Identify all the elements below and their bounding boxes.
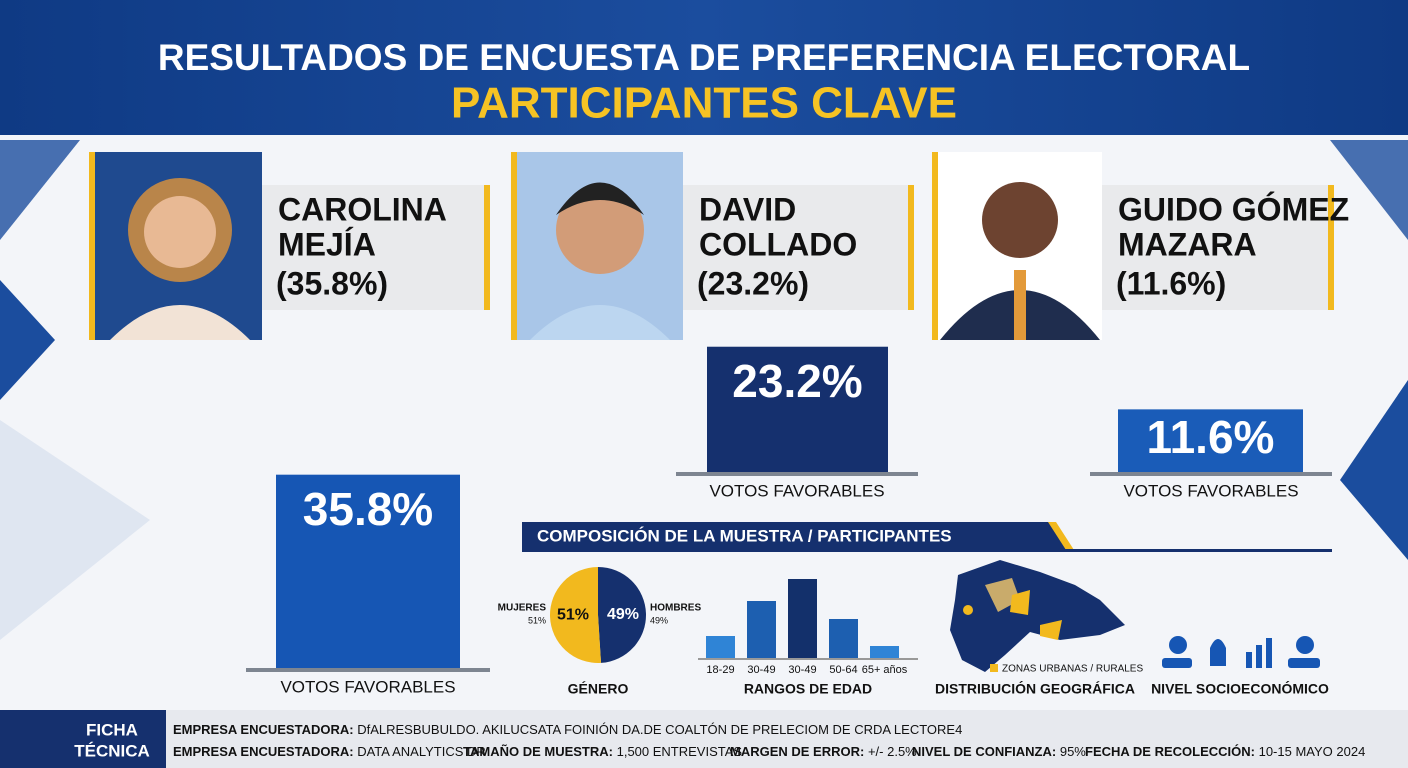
age-label: 18-29 [706, 664, 734, 676]
age-bar [706, 636, 735, 658]
header-band [0, 0, 1408, 135]
pie-label: 49% [607, 606, 639, 623]
accent [1328, 185, 1334, 310]
age-bar [747, 601, 776, 658]
footer-item: FECHA DE RECOLECCIÓN: 10-15 MAYO 2024 [1085, 744, 1365, 759]
footer-item: TAMAÑO DE MUESTRA: 1,500 ENTREVISTAS [463, 744, 742, 759]
deco [0, 140, 80, 240]
photo [932, 152, 1102, 340]
name-box [683, 185, 914, 310]
candidate-name: MEJÍA [278, 226, 376, 262]
socio-title: NIVEL SOCIOECONÓMICO [1151, 680, 1329, 697]
socio-icons [1162, 636, 1320, 668]
footer-label-box [0, 710, 166, 768]
footer-value: 10-15 MAYO 2024 [1259, 744, 1366, 759]
candidate-share: (35.8%) [276, 265, 388, 301]
bar-label: 23.2% [732, 355, 862, 407]
footer-value: 95% [1060, 744, 1086, 759]
age-bar [829, 619, 858, 658]
age-axis [698, 658, 918, 660]
pie-legend: HOMBRES [650, 603, 701, 614]
deco [1340, 380, 1408, 560]
footer-item: NIVEL DE CONFIANZA: 95% [912, 744, 1086, 759]
candidate-name: DAVID [699, 191, 796, 227]
bar-caption: VOTOS FAVORABLES [709, 481, 884, 500]
candidate-share: (11.6%) [1116, 265, 1226, 301]
accent [484, 185, 490, 310]
footer-label: TÉCNICA [74, 741, 150, 760]
bar-label: 35.8% [303, 483, 433, 535]
footer-key: FECHA DE RECOLECCIÓN: [1085, 744, 1255, 759]
footer-item: MARGEN DE ERROR: +/- 2.5% [730, 744, 917, 759]
map-legend: ZONAS URBANAS / RURALES [1002, 664, 1143, 675]
age-bar [788, 579, 817, 658]
candidate-name: GUIDO GÓMEZ [1118, 191, 1349, 227]
photo [511, 152, 683, 340]
baseline [246, 668, 490, 672]
bar-caption: VOTOS FAVORABLES [280, 677, 455, 696]
footer-line: EMPRESA ENCUESTADORA: DfALRESBUBULDO. AK… [173, 722, 962, 737]
map [950, 560, 1125, 672]
footer [0, 710, 1408, 768]
age-label: 65+ años [862, 664, 908, 676]
footer-key: NIVEL DE CONFIANZA: [912, 744, 1056, 759]
deco [1330, 140, 1408, 240]
baseline [1090, 472, 1332, 476]
age-label: 50-64 [829, 664, 857, 676]
gender-title: GÉNERO [568, 681, 629, 697]
deco [0, 420, 150, 640]
candidate-name: MAZARA [1118, 226, 1257, 262]
accent [908, 185, 914, 310]
pie-slice [598, 567, 647, 663]
candidate-name: CAROLINA [278, 191, 447, 227]
age-label: 30-49 [747, 664, 775, 676]
bar [1118, 409, 1303, 472]
age-bar [870, 646, 899, 658]
name-box [262, 185, 490, 310]
pie-slice [550, 567, 602, 663]
pie-label: 51% [557, 606, 589, 623]
footer-value: 1,500 ENTREVISTAS [617, 744, 743, 759]
name-box [1102, 185, 1334, 310]
bar [707, 346, 888, 472]
composition-header [522, 522, 1332, 552]
title: RESULTADOS DE ENCUESTA DE PREFERENCIA EL… [158, 37, 1250, 78]
footer-value: DfALRESBUBULDO. AKILUCSATA FOINIÓN DA.DE… [357, 722, 962, 737]
composition-title: COMPOSICIÓN DE LA MUESTRA / PARTICIPANTE… [537, 526, 952, 545]
footer-value: +/- 2.5% [868, 744, 917, 759]
footer-item: EMPRESA ENCUESTADORA: DATA ANALYTICS DR [173, 744, 486, 759]
age-title: RANGOS DE EDAD [744, 681, 872, 697]
bar-caption: VOTOS FAVORABLES [1123, 481, 1298, 500]
footer-value: DATA ANALYTICS DR [357, 744, 486, 759]
pie-legend-value: 51% [528, 615, 546, 625]
photo [89, 152, 262, 340]
subtitle: PARTICIPANTES CLAVE [451, 79, 957, 128]
baseline [676, 472, 918, 476]
footer-key: EMPRESA ENCUESTADORA: [173, 722, 354, 737]
deco [0, 280, 55, 400]
bar [276, 474, 460, 668]
bar-label: 11.6% [1147, 411, 1275, 463]
candidate-share: (23.2%) [697, 265, 809, 301]
age-label: 30-49 [788, 664, 816, 676]
geo-title: DISTRIBUCIÓN GEOGRÁFICA [935, 680, 1135, 697]
pie-legend-value: 49% [650, 615, 668, 625]
pie-legend: MUJERES [498, 603, 547, 614]
footer-label: FICHA [86, 720, 138, 739]
candidate-name: COLLADO [699, 226, 857, 262]
footer-key: MARGEN DE ERROR: [730, 744, 864, 759]
footer-key: TAMAÑO DE MUESTRA: [463, 744, 613, 759]
footer-key: EMPRESA ENCUESTADORA: [173, 744, 354, 759]
